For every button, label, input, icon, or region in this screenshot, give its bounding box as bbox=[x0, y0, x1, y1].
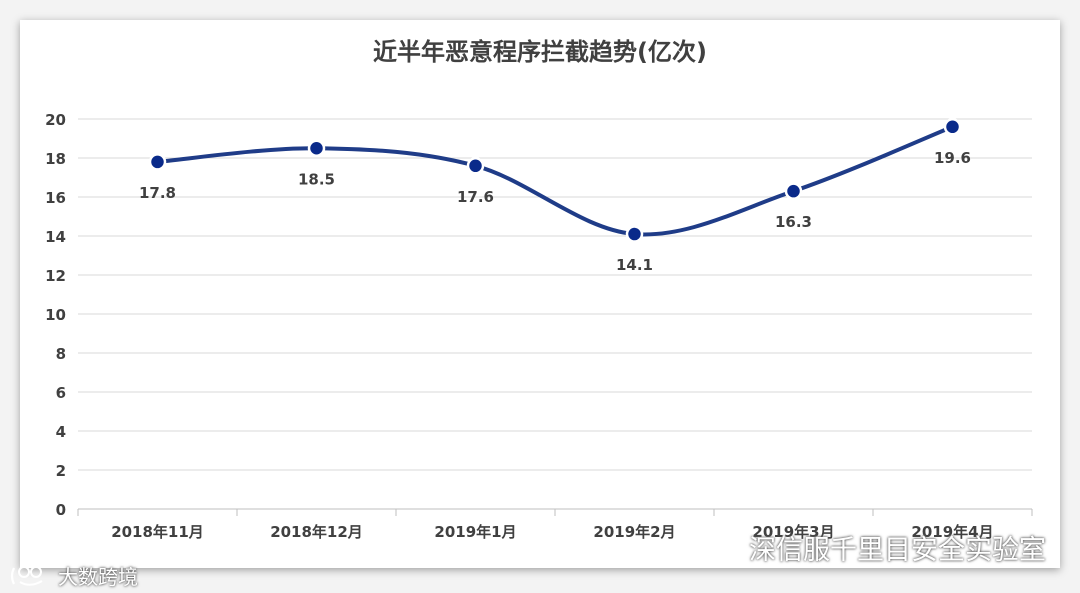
y-tick-label: 4 bbox=[56, 423, 66, 441]
data-point bbox=[466, 157, 485, 175]
x-tick-label: 2019年2月 bbox=[593, 523, 675, 541]
x-tick-label: 2019年3月 bbox=[752, 523, 834, 541]
series-line bbox=[155, 124, 955, 237]
x-axis: 2018年11月 2018年12月 2019年1月 2019年2月 2019年3月 201… bbox=[77, 509, 1033, 541]
data-label: 17.6 bbox=[457, 188, 494, 206]
data-label: 18.5 bbox=[298, 170, 335, 188]
line-chart: 近半年恶意程序拦截趋势(亿次) 0 2 4 6 8 10 12 14 16 18 20 2018年1… bbox=[45, 38, 1033, 541]
y-tick-label: 0 bbox=[56, 501, 66, 519]
data-point bbox=[307, 139, 326, 157]
x-tick-label: 2018年12月 bbox=[270, 523, 363, 541]
data-label: 19.6 bbox=[934, 149, 971, 167]
data-label: 14.1 bbox=[616, 256, 653, 274]
gridlines bbox=[78, 118, 1032, 510]
data-labels: 17.8 18.5 17.6 14.1 16.3 19.6 bbox=[139, 149, 971, 274]
y-tick-label: 8 bbox=[56, 345, 66, 363]
data-point bbox=[625, 225, 644, 243]
watermark-left-text: 大数跨境 bbox=[58, 565, 138, 589]
chart-card: 近半年恶意程序拦截趋势(亿次) 0 2 4 6 8 10 12 14 16 18 20 2018年1… bbox=[20, 20, 1060, 568]
y-tick-label: 18 bbox=[45, 150, 66, 168]
y-tick-label: 6 bbox=[56, 384, 66, 402]
data-label: 16.3 bbox=[775, 213, 812, 231]
x-tick-label: 2019年1月 bbox=[434, 523, 516, 541]
watermark-right-text: 深信服千里目安全实验室 bbox=[749, 535, 1046, 566]
x-tick-label: 2018年11月 bbox=[111, 523, 204, 541]
data-label: 17.8 bbox=[139, 184, 176, 202]
x-tick-label: 2019年4月 bbox=[911, 523, 993, 541]
y-tick-label: 10 bbox=[45, 306, 66, 324]
y-axis-ticks: 0 2 4 6 8 10 12 14 16 18 20 bbox=[45, 111, 66, 519]
y-tick-label: 14 bbox=[45, 228, 66, 246]
data-point bbox=[148, 153, 167, 171]
data-points bbox=[148, 118, 962, 243]
brand-logo-icon bbox=[10, 565, 43, 586]
data-point bbox=[943, 118, 962, 136]
chart-title: 近半年恶意程序拦截趋势(亿次) bbox=[373, 38, 707, 66]
wechat-icon bbox=[703, 535, 738, 560]
y-tick-label: 12 bbox=[45, 267, 66, 285]
y-tick-label: 2 bbox=[56, 462, 66, 480]
y-tick-label: 20 bbox=[45, 111, 66, 129]
watermark-right: 深信服千里目安全实验室 bbox=[701, 528, 1046, 567]
data-point bbox=[784, 182, 803, 200]
watermark-left: 大数跨境 bbox=[8, 561, 138, 590]
y-tick-label: 16 bbox=[45, 189, 66, 207]
